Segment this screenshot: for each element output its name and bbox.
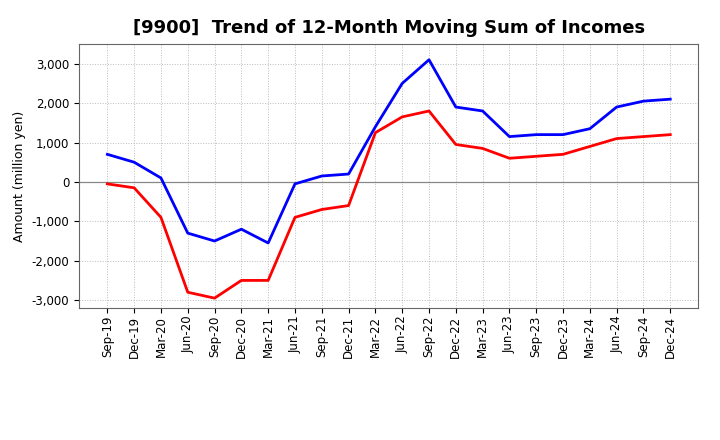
Ordinary Income xyxy=(559,132,567,137)
Net Income xyxy=(318,207,326,212)
Net Income xyxy=(371,130,379,135)
Net Income xyxy=(612,136,621,141)
Net Income xyxy=(478,146,487,151)
Ordinary Income xyxy=(425,57,433,62)
Ordinary Income xyxy=(585,126,594,132)
Y-axis label: Amount (million yen): Amount (million yen) xyxy=(13,110,26,242)
Ordinary Income xyxy=(451,104,460,110)
Net Income xyxy=(666,132,675,137)
Ordinary Income xyxy=(130,160,138,165)
Net Income xyxy=(451,142,460,147)
Line: Ordinary Income: Ordinary Income xyxy=(107,60,670,243)
Ordinary Income xyxy=(505,134,514,139)
Net Income xyxy=(585,144,594,149)
Ordinary Income xyxy=(318,173,326,179)
Net Income xyxy=(344,203,353,208)
Ordinary Income xyxy=(532,132,541,137)
Ordinary Income xyxy=(103,152,112,157)
Ordinary Income xyxy=(398,81,407,86)
Ordinary Income xyxy=(639,99,648,104)
Ordinary Income xyxy=(264,240,272,246)
Net Income xyxy=(532,154,541,159)
Net Income xyxy=(103,181,112,187)
Net Income xyxy=(291,215,300,220)
Net Income xyxy=(184,290,192,295)
Net Income xyxy=(130,185,138,191)
Title: [9900]  Trend of 12-Month Moving Sum of Incomes: [9900] Trend of 12-Month Moving Sum of I… xyxy=(132,19,645,37)
Ordinary Income xyxy=(344,172,353,177)
Net Income xyxy=(425,108,433,114)
Line: Net Income: Net Income xyxy=(107,111,670,298)
Ordinary Income xyxy=(157,175,166,180)
Ordinary Income xyxy=(184,231,192,236)
Ordinary Income xyxy=(371,124,379,129)
Net Income xyxy=(639,134,648,139)
Net Income xyxy=(505,156,514,161)
Ordinary Income xyxy=(666,96,675,102)
Net Income xyxy=(210,296,219,301)
Ordinary Income xyxy=(291,181,300,187)
Net Income xyxy=(398,114,407,120)
Net Income xyxy=(237,278,246,283)
Ordinary Income xyxy=(612,104,621,110)
Net Income xyxy=(264,278,272,283)
Net Income xyxy=(157,215,166,220)
Ordinary Income xyxy=(237,227,246,232)
Ordinary Income xyxy=(210,238,219,244)
Net Income xyxy=(559,152,567,157)
Ordinary Income xyxy=(478,108,487,114)
